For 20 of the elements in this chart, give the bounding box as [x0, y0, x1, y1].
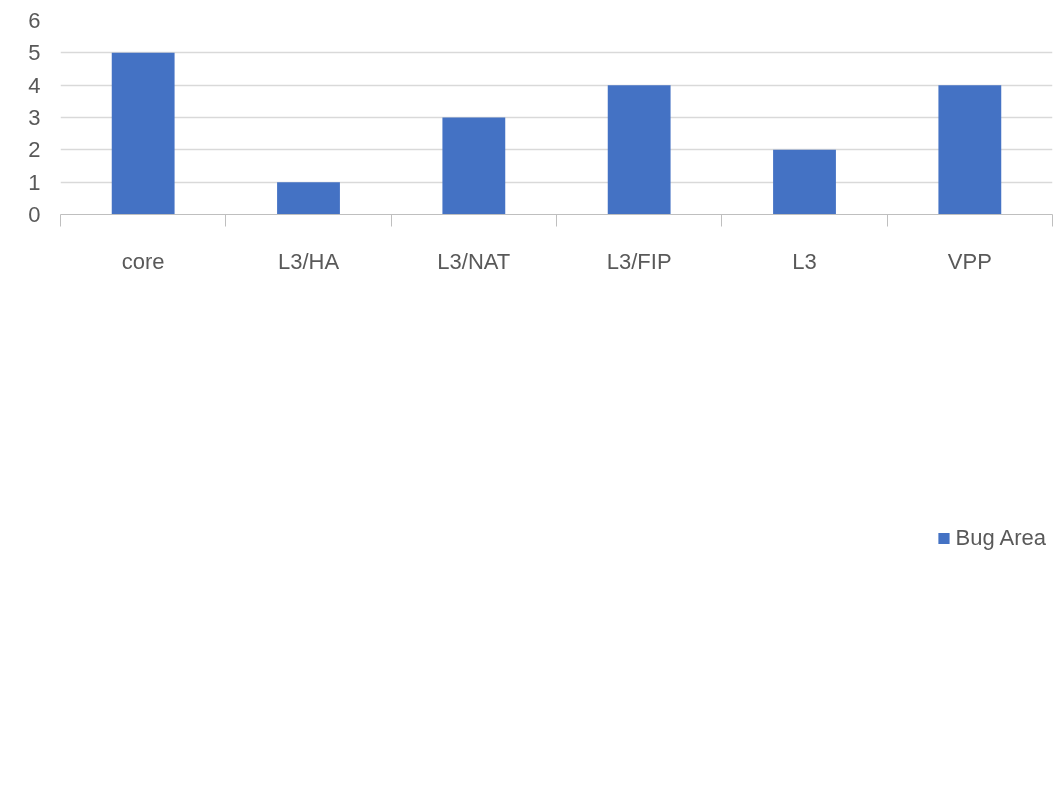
bar — [111, 52, 175, 215]
bar — [607, 85, 671, 215]
bar — [938, 85, 1002, 215]
x-tick-label: VPP — [947, 248, 992, 274]
legend-label: Bug Area — [955, 525, 1046, 551]
y-tick-label: 2 — [28, 137, 41, 163]
bar — [277, 182, 340, 215]
x-tick-label: L3/HA — [277, 248, 340, 274]
x-tick-label: L3/NAT — [437, 248, 511, 274]
bar — [442, 117, 506, 215]
y-tick-label: 1 — [28, 169, 41, 195]
x-tick-label: L3/FIP — [606, 248, 672, 274]
x-tick-label: core — [121, 248, 165, 274]
y-tick-label: 4 — [28, 72, 41, 98]
y-tick-label: 6 — [28, 8, 41, 33]
bar — [773, 149, 836, 215]
y-tick-label: 5 — [28, 40, 41, 66]
y-tick-label: 3 — [28, 105, 41, 130]
y-tick-label: 0 — [28, 202, 41, 227]
x-tick-label: L3 — [792, 248, 817, 274]
